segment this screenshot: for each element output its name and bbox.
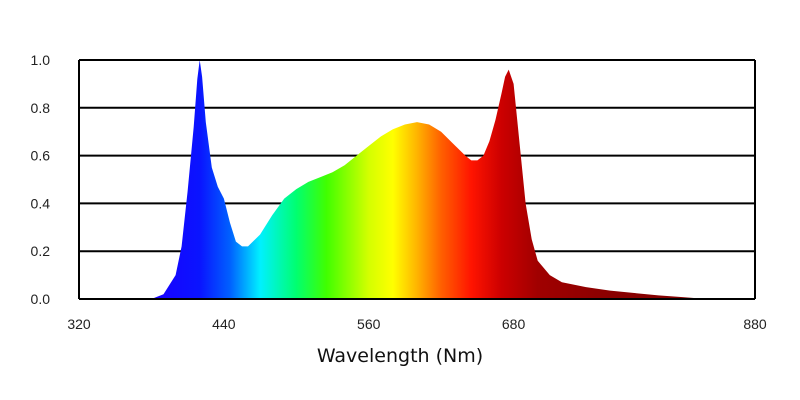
x-tick-label: 880 xyxy=(743,316,767,332)
spectrum-area xyxy=(151,60,707,299)
y-tick-label: 0.0 xyxy=(31,291,51,307)
y-tick-labels: 1.0 0.8 0.6 0.4 0.2 0.0 xyxy=(31,52,51,307)
x-tick-label: 560 xyxy=(357,316,381,332)
y-tick-label: 0.6 xyxy=(31,148,51,164)
x-axis-title: Wavelength (Nm) xyxy=(317,345,483,367)
y-tick-label: 0.2 xyxy=(31,243,51,259)
x-tick-label: 440 xyxy=(212,316,236,332)
y-tick-label: 0.8 xyxy=(31,100,51,116)
x-tick-labels: 320 440 560 680 880 xyxy=(67,316,767,332)
y-tick-label: 1.0 xyxy=(31,52,51,68)
y-tick-label: 0.4 xyxy=(31,195,51,211)
x-tick-label: 680 xyxy=(502,316,526,332)
spectrum-area-layer xyxy=(151,60,707,299)
x-tick-label: 320 xyxy=(67,316,91,332)
plot-frame xyxy=(78,59,756,300)
